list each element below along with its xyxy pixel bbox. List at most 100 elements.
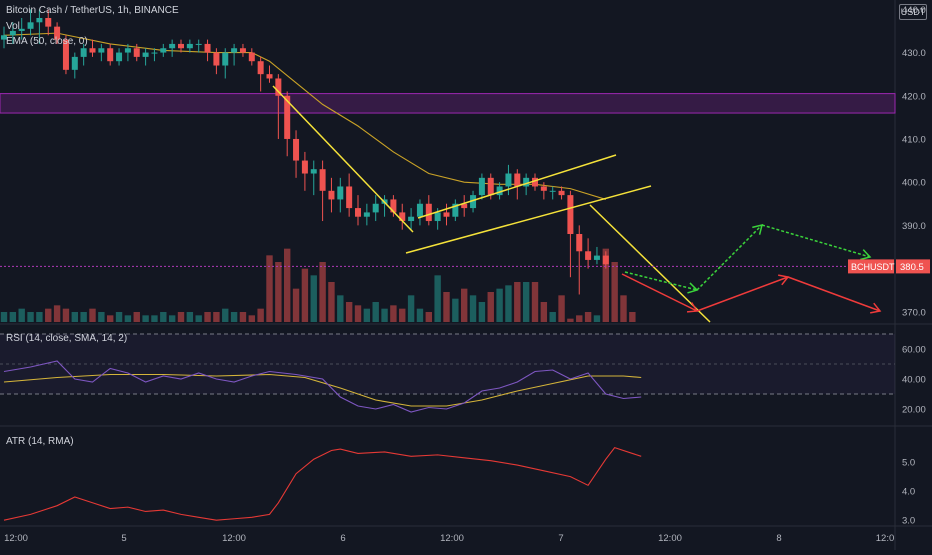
time-axis-tick-label: 7 — [558, 533, 563, 544]
candle-body — [142, 52, 149, 57]
volume-bar — [381, 308, 388, 322]
volume-bar — [230, 312, 238, 322]
rsi-ma-line — [3, 373, 642, 407]
candle-body — [452, 203, 459, 217]
volume-bar — [0, 312, 8, 322]
symbol-legend[interactable]: Bitcoin Cash / TetherUS, 1h, BINANCE — [6, 5, 179, 16]
candle-body — [390, 199, 397, 213]
volume-bar — [567, 318, 574, 322]
time-axis-tick-label: 8 — [776, 533, 781, 544]
candle-body — [133, 48, 140, 57]
rsi-axis-tick-label: 40.00 — [902, 375, 926, 386]
atr-legend[interactable]: ATR (14, RMA) — [6, 436, 74, 447]
candle-body — [461, 203, 468, 209]
volume-bar — [239, 312, 247, 322]
ema-legend[interactable]: EMA (50, close, 0) — [6, 36, 88, 47]
candle-body — [363, 212, 370, 217]
candle-body — [496, 186, 503, 196]
atr-axis-tick-label: 5.0 — [902, 458, 915, 469]
downtrend-line — [272, 85, 414, 233]
volume-bar — [425, 312, 432, 322]
volume-bar — [576, 315, 583, 322]
volume-bar — [186, 312, 194, 322]
last-price-label: 380.5 — [900, 262, 924, 273]
bull-arrow-leg-2 — [696, 224, 763, 291]
volume-bar — [593, 315, 601, 322]
candle-body — [319, 169, 326, 191]
candle-body — [45, 18, 52, 27]
time-axis-tick-label: 12:00 — [4, 533, 28, 544]
volume-bar — [310, 275, 317, 322]
volume-bar — [160, 312, 167, 322]
price-axis-tick-label: 370.0 — [902, 307, 926, 318]
candle-body — [346, 186, 353, 209]
candle-body — [434, 212, 441, 222]
channel-upper-line — [417, 154, 617, 219]
candle-body — [593, 255, 600, 260]
candle-body — [27, 22, 34, 29]
candle-body — [487, 177, 494, 196]
volume-bar — [345, 302, 353, 322]
price-axis-tick-label: 420.0 — [902, 91, 926, 102]
volume-bar — [18, 308, 25, 322]
volume-bar — [248, 315, 255, 322]
volume-bar — [222, 308, 229, 322]
volume-bar — [124, 315, 132, 322]
symbol-tag-label: BCHUSDT — [851, 262, 895, 272]
channel-lower-line — [405, 185, 652, 254]
volume-bar — [531, 282, 539, 322]
volume-legend[interactable]: Vol — [6, 21, 20, 32]
rsi-axis-tick-label: 20.00 — [902, 405, 926, 416]
atr-axis-tick-label: 4.0 — [902, 487, 915, 498]
volume-bar — [514, 282, 521, 322]
candle-body — [204, 43, 211, 53]
volume-bar — [213, 312, 220, 322]
rsi-legend[interactable]: RSI (14, close, SMA, 14, 2) — [6, 333, 128, 344]
candle-body — [248, 52, 255, 62]
candle-body — [505, 173, 512, 187]
bull-arrow-leg-1 — [624, 271, 698, 291]
candle-body — [549, 190, 556, 192]
price-axis-tick-label: 400.0 — [902, 178, 926, 189]
candle-body — [372, 203, 379, 213]
time-axis-tick-label: 5 — [121, 533, 126, 544]
volume-bar — [151, 315, 158, 322]
volume-bar — [354, 305, 362, 322]
atr-line — [3, 446, 642, 521]
candle-body — [310, 169, 317, 174]
volume-bar — [53, 305, 61, 322]
candle-body — [399, 212, 406, 222]
candle-body — [540, 186, 547, 191]
time-axis-tick-label: 12:00 — [222, 533, 246, 544]
volume-bar — [71, 312, 78, 322]
candle-body — [231, 48, 238, 53]
volume-bar — [142, 315, 149, 322]
bull-arrow-head-3 — [860, 249, 872, 261]
volume-bar — [284, 248, 291, 322]
breakdown-line — [589, 204, 711, 323]
resistance-zone — [0, 93, 896, 114]
bear-arrow-leg-2 — [696, 276, 789, 312]
volume-bar — [416, 308, 424, 322]
last-price-tag — [896, 259, 930, 274]
candle-body — [532, 177, 538, 187]
volume-bar — [195, 315, 202, 322]
volume-bar — [452, 298, 459, 322]
candle-body — [293, 138, 300, 161]
volume-bar — [36, 312, 43, 322]
price-axis-tick-label: 440.0 — [902, 5, 926, 16]
candle-body — [408, 216, 415, 222]
currency-unit-button[interactable]: USDT — [899, 4, 927, 20]
bear-arrow-leg-1 — [621, 273, 698, 312]
volume-bar — [611, 262, 618, 322]
candle-body — [523, 177, 530, 187]
candle-body — [89, 48, 96, 53]
volume-bar — [558, 295, 565, 322]
volume-bar — [275, 262, 282, 322]
candle-body — [416, 203, 423, 217]
volume-bar — [363, 308, 371, 322]
volume-bar — [80, 312, 87, 322]
candle-body — [328, 190, 335, 200]
